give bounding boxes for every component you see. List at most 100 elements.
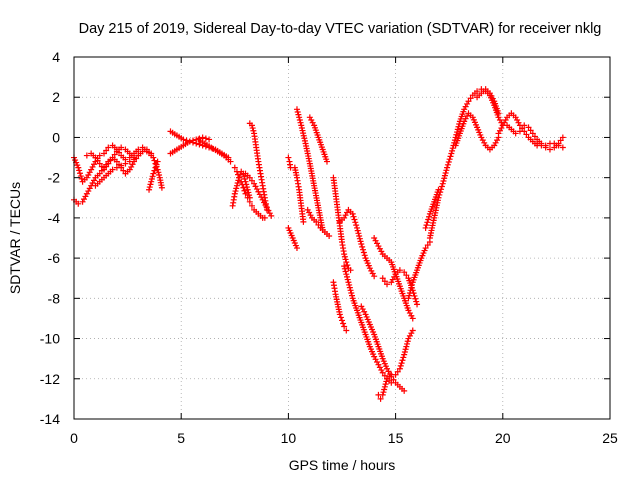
data-point — [150, 170, 157, 177]
x-tick-label: 20 — [495, 430, 511, 446]
x-tick-label: 10 — [281, 430, 297, 446]
data-point — [323, 158, 330, 165]
data-point — [379, 391, 386, 398]
interpolated-point — [438, 183, 445, 190]
interpolated-point — [156, 171, 163, 178]
interpolated-point — [343, 271, 350, 278]
y-tick-label: -4 — [48, 210, 61, 226]
interpolated-point — [341, 253, 348, 260]
data-point — [109, 154, 116, 161]
data-point — [158, 184, 165, 191]
interpolated-point — [196, 141, 203, 148]
data-point — [345, 279, 352, 286]
interpolated-point — [239, 181, 246, 188]
y-tick-label: 4 — [52, 49, 60, 65]
interpolated-point — [397, 362, 404, 369]
data-point — [105, 144, 112, 151]
interpolated-point — [342, 268, 349, 275]
interpolated-point — [445, 158, 452, 165]
interpolated-point — [232, 188, 239, 195]
data-point — [83, 152, 90, 159]
data-point — [300, 218, 307, 225]
interpolated-point — [352, 219, 359, 226]
data-point — [152, 164, 159, 171]
interpolated-point — [103, 163, 110, 170]
data-point — [384, 281, 391, 288]
interpolated-point — [425, 216, 432, 223]
data-point — [180, 136, 187, 143]
interpolated-point — [357, 238, 364, 245]
interpolated-point — [350, 213, 357, 220]
data-point — [422, 245, 429, 252]
interpolated-point — [249, 125, 256, 132]
data-point — [422, 224, 429, 231]
data-point — [336, 311, 343, 318]
data-point — [150, 154, 157, 161]
data-point — [326, 232, 333, 239]
interpolated-point — [557, 137, 564, 144]
data-point — [101, 150, 108, 157]
interpolated-point — [360, 246, 367, 253]
interpolated-point — [354, 227, 361, 234]
interpolated-point — [381, 278, 388, 285]
data-point — [244, 194, 251, 201]
data-point — [113, 164, 120, 171]
interpolated-point — [342, 256, 349, 263]
data-point — [231, 190, 238, 197]
data-point — [339, 317, 345, 324]
data-point — [246, 174, 253, 181]
data-point — [371, 273, 378, 280]
x-tick-label: 5 — [177, 430, 185, 446]
interpolated-point — [400, 354, 407, 361]
data-point — [409, 315, 416, 322]
interpolated-point — [356, 232, 363, 239]
data-point — [186, 138, 193, 145]
data-point — [96, 170, 103, 177]
interpolated-point — [381, 386, 388, 393]
data-point — [439, 180, 446, 187]
data-point — [242, 190, 249, 197]
interpolated-point — [404, 338, 411, 345]
data-point — [401, 387, 408, 394]
interpolated-point — [103, 147, 110, 154]
data-point — [135, 146, 142, 153]
data-point — [148, 150, 155, 157]
interpolated-point — [116, 149, 123, 156]
data-point — [546, 146, 553, 153]
data-point — [313, 218, 320, 225]
data-point — [414, 301, 421, 308]
interpolated-point — [344, 273, 351, 280]
data-point — [343, 259, 350, 266]
interpolated-point — [189, 137, 196, 144]
data-point — [154, 158, 161, 165]
data-point — [341, 251, 348, 258]
interpolated-point — [241, 176, 248, 183]
data-point — [521, 122, 528, 129]
interpolated-point — [245, 189, 252, 196]
interpolated-point — [519, 125, 526, 132]
interpolated-point — [77, 173, 84, 180]
data-point — [405, 295, 412, 302]
data-point — [409, 327, 416, 334]
y-tick-label: -12 — [40, 371, 60, 387]
data-point — [495, 110, 502, 117]
interpolated-point — [394, 368, 401, 375]
interpolated-point — [398, 360, 405, 367]
data-point — [465, 98, 472, 105]
plot-frame — [73, 56, 611, 420]
interpolated-point — [527, 127, 534, 134]
interpolated-point — [408, 284, 415, 291]
interpolated-point — [413, 298, 420, 305]
data-point — [240, 184, 247, 191]
interpolated-point — [297, 119, 304, 126]
interpolated-point — [411, 292, 418, 299]
interpolated-point — [382, 381, 389, 388]
data-point — [435, 186, 442, 193]
data-point — [233, 168, 240, 175]
data-point — [118, 162, 125, 169]
x-tick-label: 0 — [70, 430, 78, 446]
data-points — [71, 86, 566, 402]
axis-ticks: 0 5 10 15 20 25 -14 -12 -10 -8 -6 -4 -2 0 2 4 — [40, 49, 618, 446]
chart-title: Day 215 of 2019, Sidereal Day-to-day VTE… — [79, 21, 602, 37]
